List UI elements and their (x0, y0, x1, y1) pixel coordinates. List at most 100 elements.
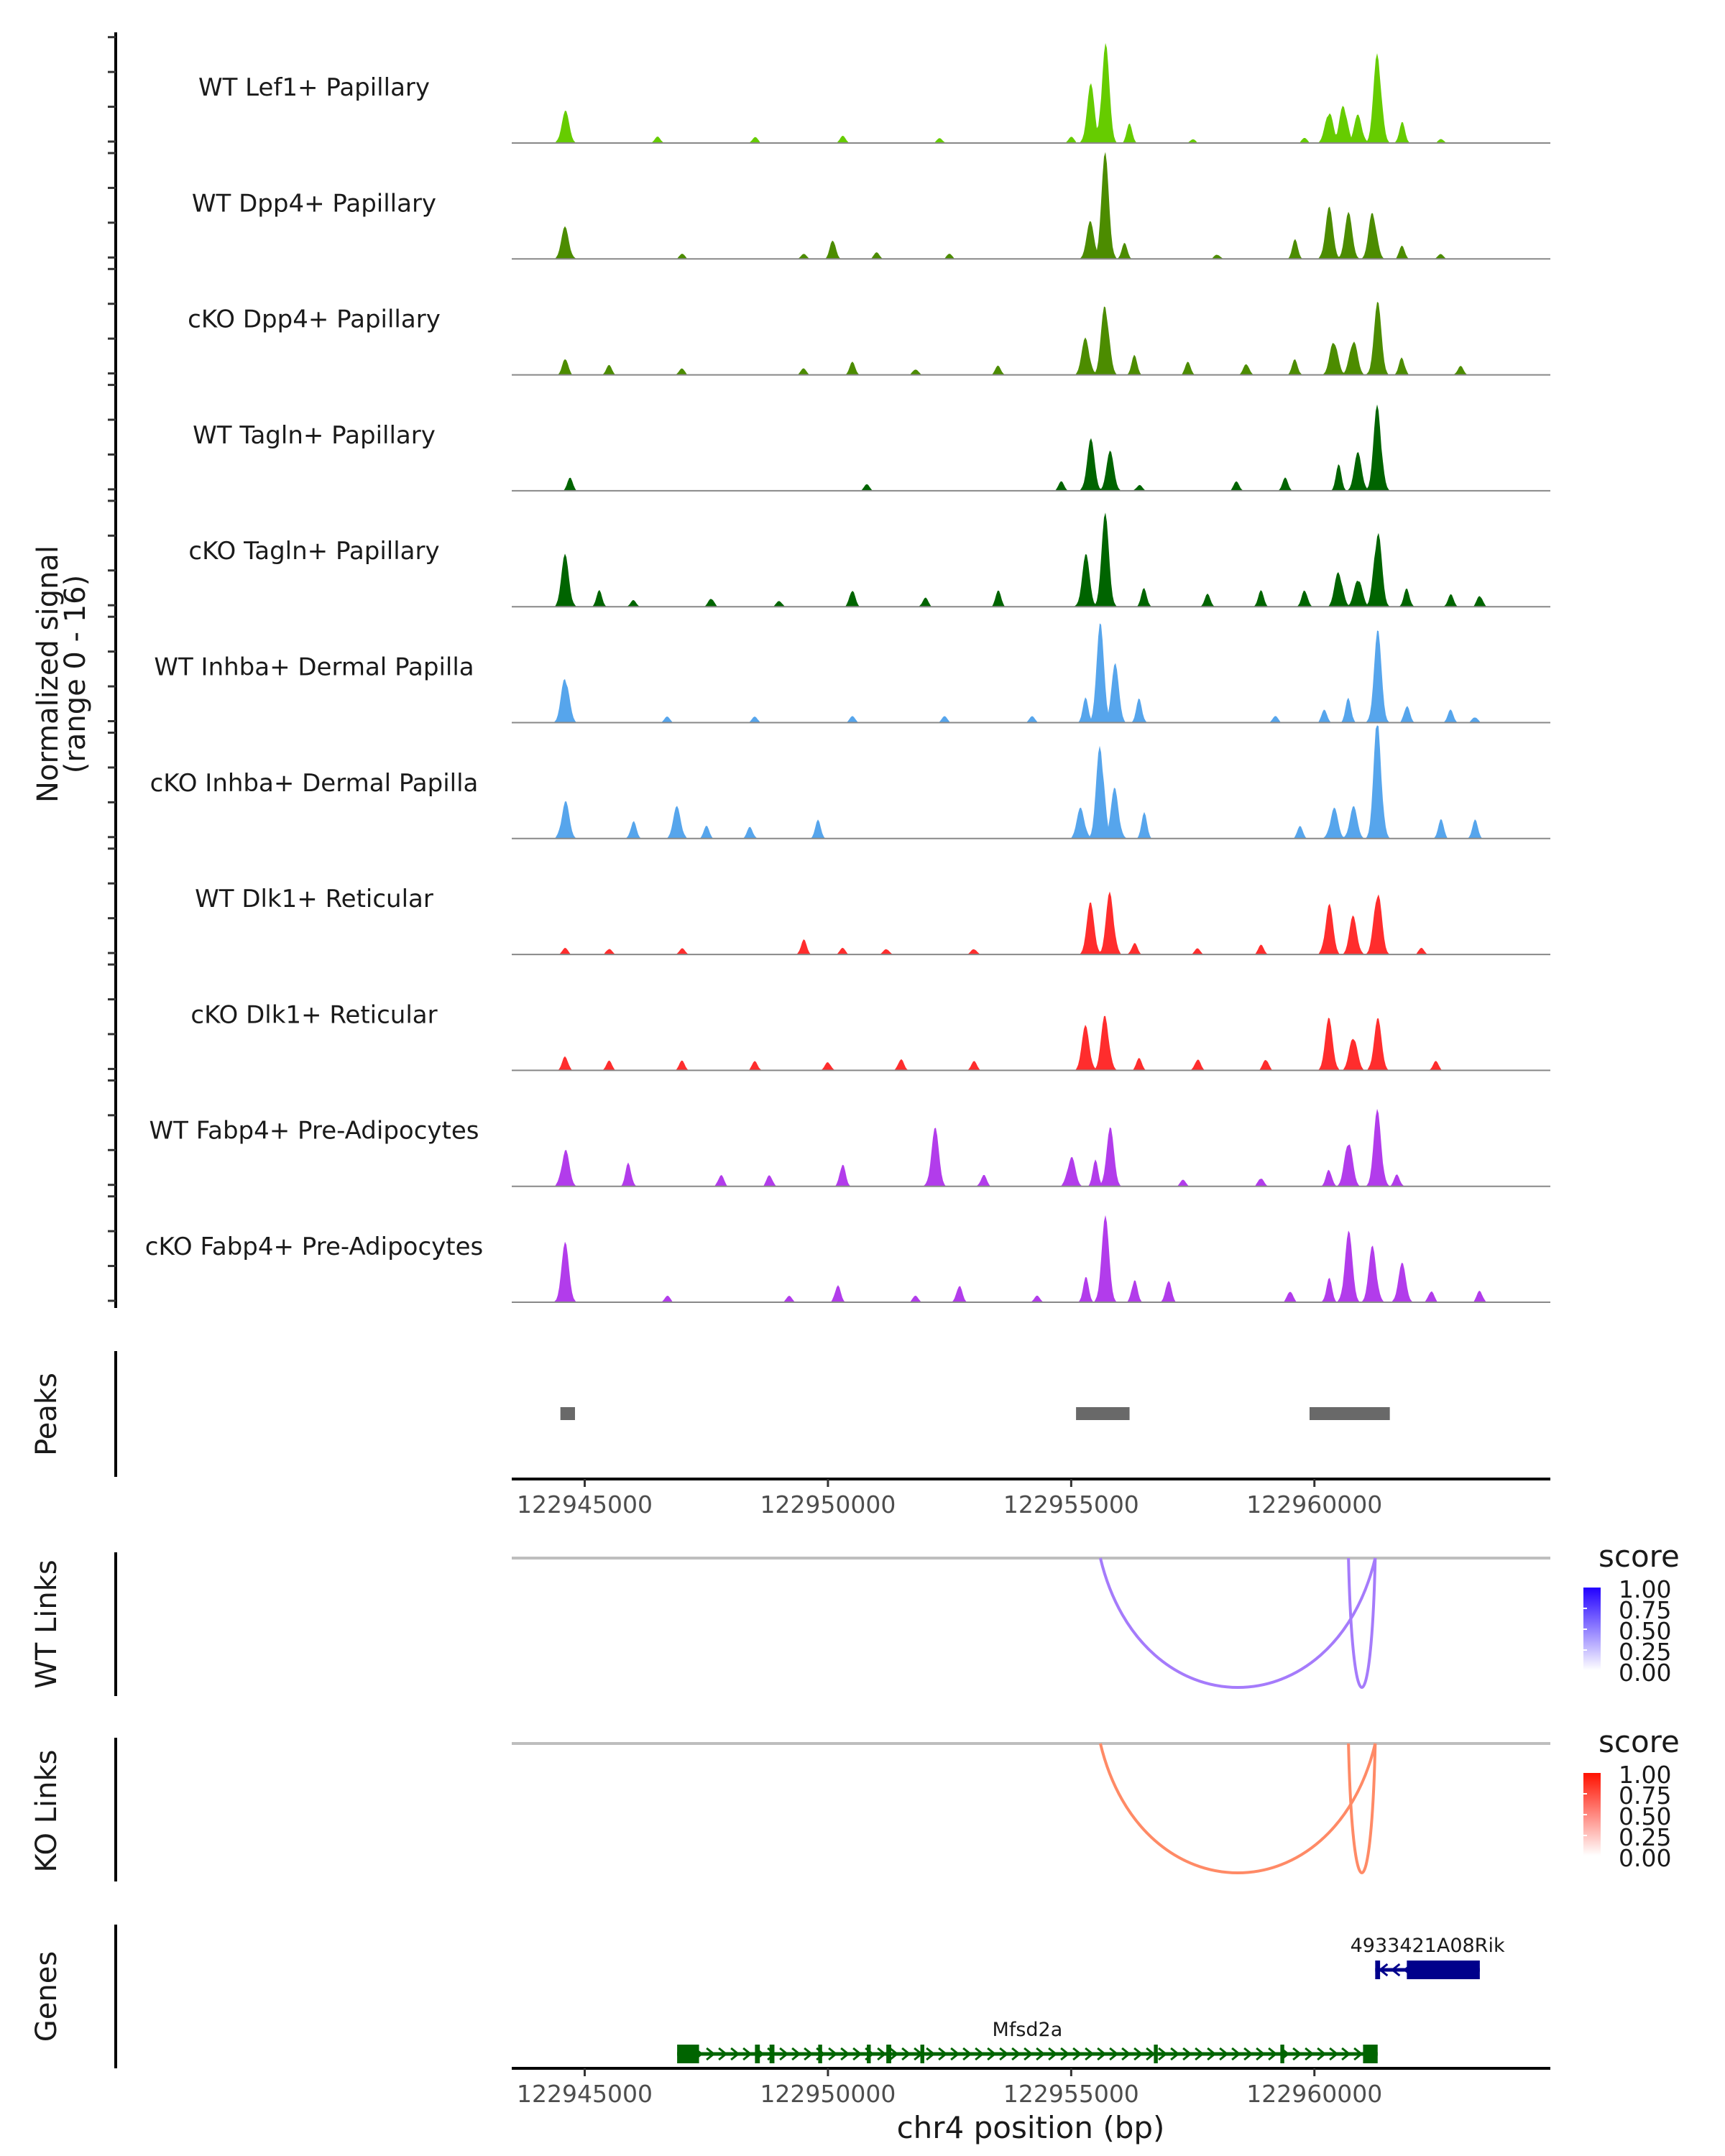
strand-arrow (1024, 2047, 1034, 2061)
x-tick-label: 122950000 (760, 1491, 896, 1519)
strand-arrow (1463, 1963, 1474, 1977)
x-axis-bottom: 122945000 122950000 122955000 122960000 (512, 2067, 1550, 2108)
strand-arrow (779, 2047, 789, 2061)
strand-arrow (962, 2047, 972, 2061)
coverage-track: cKO Inhba+ Dermal Papilla (150, 725, 1550, 839)
strand-arrow (1158, 2047, 1168, 2061)
legend-tick-label: 1.00 (1619, 1761, 1671, 1789)
gene-exon (1407, 1961, 1480, 1979)
strand-arrow (889, 2047, 899, 2061)
legend-tick-label: 0.25 (1619, 1823, 1671, 1851)
strand-arrow (1353, 2047, 1363, 2061)
strand-arrow (1341, 2047, 1351, 2061)
track-label: WT Lef1+ Papillary (198, 73, 430, 102)
strand-arrow (1036, 2047, 1046, 2061)
strand-arrow (1011, 2047, 1021, 2061)
coverage-area (512, 725, 1550, 839)
gene-exon (1375, 1961, 1381, 1979)
coverage-area (512, 404, 1550, 491)
x-tick-label: 122945000 (517, 1491, 653, 1519)
gene-exon (1154, 2045, 1158, 2063)
track-label: cKO Dlk1+ Reticular (190, 1000, 437, 1029)
strand-arrow (1427, 1963, 1438, 1977)
coverage-area (512, 152, 1550, 259)
strand-arrow (1097, 2047, 1107, 2061)
strand-arrow (681, 2047, 691, 2061)
coverage-area (512, 42, 1550, 144)
gene-exon (1363, 2045, 1378, 2063)
track-label: WT Tagln+ Papillary (193, 421, 436, 450)
strand-arrow (1146, 2047, 1156, 2061)
legend-tick-label: 0.00 (1619, 1844, 1671, 1872)
strand-arrow (1243, 2047, 1254, 2061)
coverage-area (512, 302, 1550, 375)
strand-arrow (1402, 1963, 1413, 1977)
legend-tick-label: 1.00 (1619, 1575, 1671, 1603)
strand-arrow (1207, 2047, 1217, 2061)
genes-panel-label: Genes (30, 1951, 63, 2042)
wt-links-panel-label: WT Links (30, 1560, 63, 1688)
gene-exon (1280, 2045, 1284, 2063)
gene-exon (818, 2045, 822, 2063)
strand-arrow (1231, 2047, 1241, 2061)
peak-region (560, 1407, 575, 1420)
strand-arrow (1439, 1963, 1450, 1977)
strand-arrow (938, 2047, 948, 2061)
peaks-panel-label: Peaks (30, 1373, 63, 1456)
strand-arrow (816, 2047, 826, 2061)
track-label: WT Inhba+ Dermal Papilla (154, 653, 474, 682)
gene-exon (769, 2045, 775, 2063)
gene-model: 4933421A08Rik (1351, 1935, 1505, 1979)
strand-arrow (1182, 2047, 1192, 2061)
strand-arrow (987, 2047, 997, 2061)
strand-arrow (901, 2047, 911, 2061)
gene-exon (755, 2045, 760, 2063)
strand-arrow (1109, 2047, 1119, 2061)
coverage-ylabel-line2: (range 0 - 16) (59, 575, 92, 773)
strand-arrow (804, 2047, 814, 2061)
strand-arrow (852, 2047, 862, 2061)
legend-tick-label: 0.75 (1619, 1782, 1671, 1810)
strand-arrow (1121, 2047, 1131, 2061)
track-label: WT Fabp4+ Pre-Adipocytes (150, 1117, 479, 1146)
strand-arrow (1072, 2047, 1082, 2061)
strand-arrow (1048, 2047, 1058, 2061)
strand-arrow (1280, 2047, 1290, 2061)
x-tick-label: 122950000 (760, 2080, 896, 2108)
strand-arrow (1268, 2047, 1278, 2061)
link-arc (1347, 1557, 1377, 1689)
strand-arrow (767, 2047, 777, 2061)
strand-arrow (1451, 1963, 1462, 1977)
score-legends: score1.000.750.500.250.00score1.000.750.… (1583, 1539, 1680, 1872)
link-arc (1099, 1743, 1377, 1874)
coverage-area (512, 1015, 1550, 1071)
peak-region (1309, 1407, 1390, 1420)
strand-arrow (975, 2047, 985, 2061)
x-tick-label: 122960000 (1246, 1491, 1382, 1519)
strand-arrow (791, 2047, 801, 2061)
strand-arrow (1256, 2047, 1266, 2061)
gene-model: Mfsd2a (677, 2019, 1378, 2063)
coverage-track: cKO Fabp4+ Pre-Adipocytes (145, 1215, 1550, 1303)
peak-regions (560, 1407, 1390, 1420)
link-arc (1099, 1557, 1377, 1689)
gene-name-label: Mfsd2a (993, 2019, 1063, 2041)
strand-arrow (865, 2047, 875, 2061)
link-arcs (512, 1557, 1550, 1874)
strand-arrow (1170, 2047, 1180, 2061)
strand-arrow (755, 2047, 765, 2061)
strand-arrow (1195, 2047, 1205, 2061)
link-arc (1347, 1743, 1377, 1874)
track-label: cKO Inhba+ Dermal Papilla (150, 769, 479, 798)
coverage-track: WT Lef1+ Papillary (198, 42, 1550, 144)
coverage-area (512, 512, 1550, 607)
legend-tick-label: 0.00 (1619, 1659, 1671, 1687)
x-tick-label: 122955000 (1003, 1491, 1139, 1519)
track-label: cKO Dpp4+ Papillary (188, 305, 441, 334)
strand-arrow (1317, 2047, 1327, 2061)
legend-tick-label: 0.50 (1619, 1802, 1671, 1830)
coverage-y-ticks (108, 36, 116, 1302)
coverage-track: WT Fabp4+ Pre-Adipocytes (150, 1108, 1550, 1187)
strand-arrow (877, 2047, 887, 2061)
